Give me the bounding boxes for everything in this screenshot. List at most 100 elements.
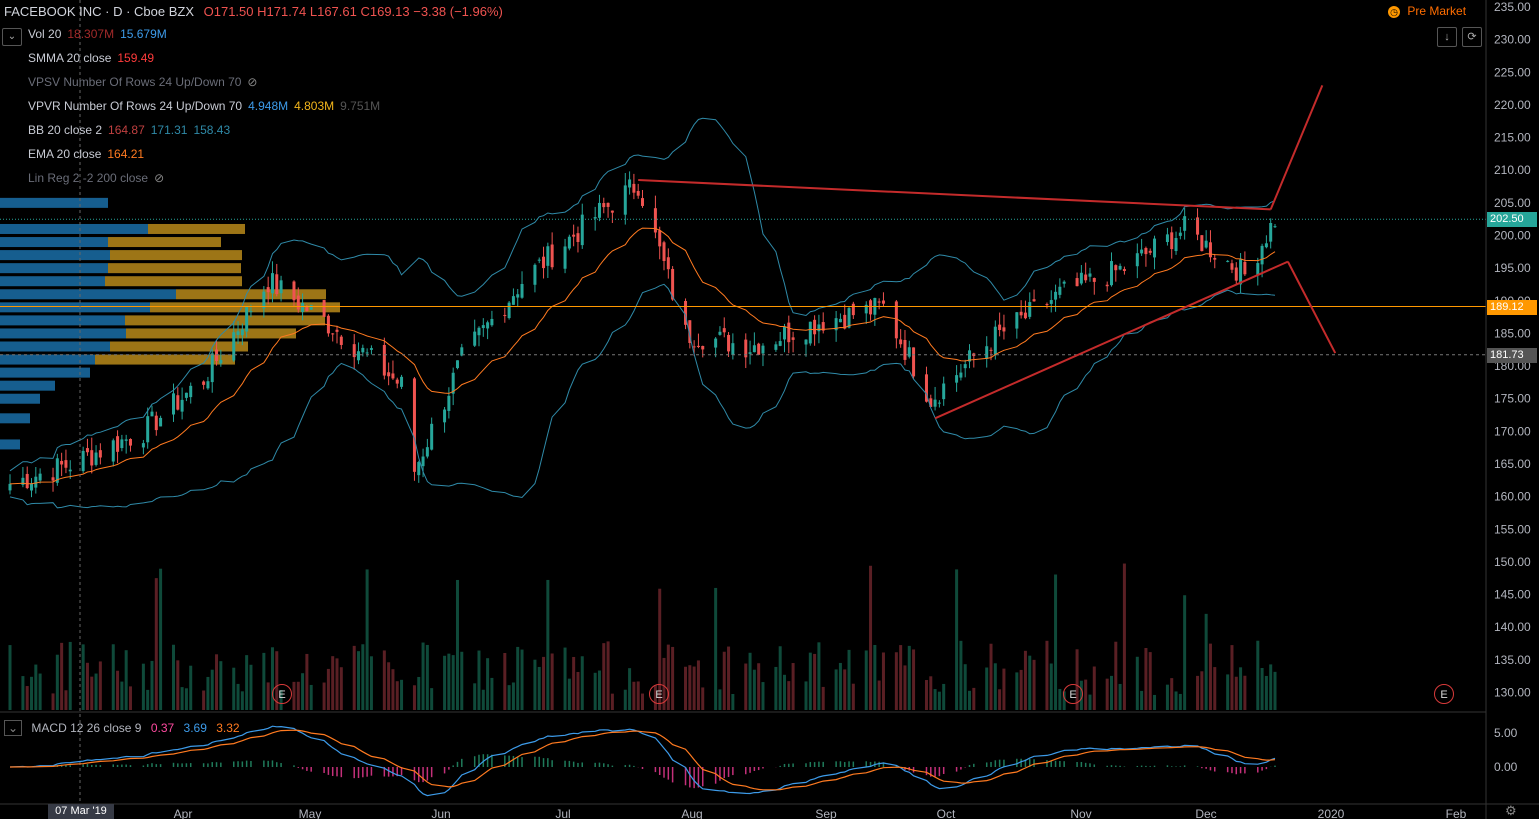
volume-bar	[1015, 672, 1019, 710]
volume-bar	[606, 641, 610, 710]
candle-body	[236, 331, 240, 335]
earnings-marker[interactable]: E	[1063, 684, 1083, 704]
trendline-projection-down	[1287, 261, 1337, 354]
volume-bar	[481, 689, 485, 710]
volume-bar	[38, 673, 42, 710]
volume-bar	[516, 646, 520, 710]
candle-body	[245, 306, 249, 332]
volume-bar	[1200, 671, 1204, 710]
candle-body	[1144, 247, 1148, 255]
volume-bar	[150, 660, 154, 710]
price-tick-label: 140.00	[1494, 620, 1531, 634]
candle-body	[718, 331, 722, 335]
time-tick-label: Apr	[174, 807, 193, 819]
volume-bar	[1062, 691, 1066, 710]
volume-profile-row	[0, 237, 108, 248]
macd-collapse-icon[interactable]: ⌄	[4, 720, 23, 736]
hidden-eye-icon[interactable]: ⊘	[247, 75, 258, 89]
candle-body	[1153, 238, 1157, 258]
indicator-legend-row[interactable]: SMMA 20 close 159.49	[28, 50, 160, 66]
candle-body	[791, 337, 795, 340]
premarket-status[interactable]: ◷ Pre Market	[1388, 4, 1466, 18]
candle-body	[1088, 273, 1092, 277]
price-tick-label: 225.00	[1494, 65, 1531, 79]
candle-body	[877, 301, 881, 303]
candle-body	[395, 379, 399, 384]
earnings-marker[interactable]: E	[1434, 684, 1454, 704]
volume-bar	[1114, 641, 1118, 710]
candle-body	[189, 385, 193, 398]
candle-body	[1075, 278, 1079, 287]
volume-bar	[305, 653, 309, 710]
candle-body	[1092, 278, 1096, 282]
symbol-header: FACEBOOK INC · D · Cboe BZX O171.50 H171…	[4, 4, 509, 19]
candle-body	[722, 328, 726, 333]
volume-bar	[696, 660, 700, 710]
volume-bar	[1273, 671, 1277, 710]
candle-body	[455, 360, 459, 369]
volume-bar	[430, 688, 434, 710]
volume-bar	[1118, 683, 1122, 710]
candle-body	[387, 372, 391, 377]
candle-body	[628, 179, 632, 188]
volume-profile-row	[95, 354, 235, 365]
candle-body	[369, 348, 373, 350]
volume-bar	[447, 653, 451, 710]
candle-body	[1260, 245, 1264, 265]
indicator-legend-row[interactable]: VPSV Number Of Rows 24 Up/Down 70 ⊘	[28, 74, 263, 90]
volume-bar	[864, 650, 868, 710]
volume-bar	[873, 644, 877, 710]
candle-body	[503, 315, 507, 317]
volume-bar	[1170, 678, 1174, 710]
settings-icon[interactable]: ⚙	[1505, 803, 1517, 818]
indicator-legend-row[interactable]: EMA 20 close 164.21	[28, 146, 150, 162]
indicator-legend-row[interactable]: VPVR Number Of Rows 24 Up/Down 70 4.948M 4…	[28, 98, 386, 114]
hidden-eye-icon[interactable]: ⊘	[154, 171, 165, 185]
volume-profile-row	[150, 302, 340, 313]
volume-bar	[787, 681, 791, 710]
candle-body	[279, 280, 283, 294]
volume-profile-row	[0, 367, 90, 378]
volume-bar	[851, 683, 855, 710]
indicator-legend-row[interactable]: Lin Reg 2 -2 200 close ⊘	[28, 170, 170, 186]
indicator-legend-row[interactable]: BB 20 close 2 164.87 171.31 158.43	[28, 122, 236, 138]
candle-body	[184, 392, 188, 398]
candle-body	[641, 198, 644, 206]
candle-body	[912, 347, 916, 377]
volume-bar	[658, 588, 662, 710]
volume-bar	[912, 649, 916, 710]
volume-bar	[335, 658, 339, 710]
time-tick-label: Aug	[681, 807, 702, 819]
candle-body	[232, 332, 236, 361]
volume-bar	[692, 666, 696, 710]
volume-bar	[641, 693, 644, 710]
volume-bar	[387, 662, 391, 710]
candle-body	[309, 304, 313, 310]
candle-body	[563, 246, 567, 269]
volume-bars	[8, 563, 1277, 710]
scroll-down-button[interactable]: ↓	[1437, 27, 1457, 47]
indicator-name: VPSV Number Of Rows 24 Up/Down 70	[28, 75, 242, 89]
volume-bar	[731, 693, 735, 710]
candle-body	[1234, 267, 1238, 281]
candles	[8, 171, 1277, 498]
earnings-marker[interactable]: E	[649, 684, 669, 704]
reset-view-button[interactable]: ⟳	[1462, 27, 1482, 47]
volume-bar	[425, 644, 429, 710]
volume-bar	[55, 654, 59, 710]
candle-body	[460, 347, 464, 356]
macd-tick-label: 0.00	[1494, 760, 1518, 774]
price-tick-label: 145.00	[1494, 588, 1531, 602]
macd-pane	[9, 725, 1276, 797]
earnings-marker[interactable]: E	[272, 684, 292, 704]
indicator-legend-row[interactable]: Vol 20 18.307M 15.679M	[28, 26, 173, 42]
volume-bar	[1092, 666, 1096, 710]
candle-body	[989, 349, 993, 351]
volume-bar	[30, 676, 34, 710]
candle-body	[959, 372, 963, 378]
price-tick-label: 220.00	[1494, 98, 1531, 112]
collapse-legend-button[interactable]: ⌄	[2, 28, 22, 46]
volume-bar	[1165, 684, 1169, 710]
